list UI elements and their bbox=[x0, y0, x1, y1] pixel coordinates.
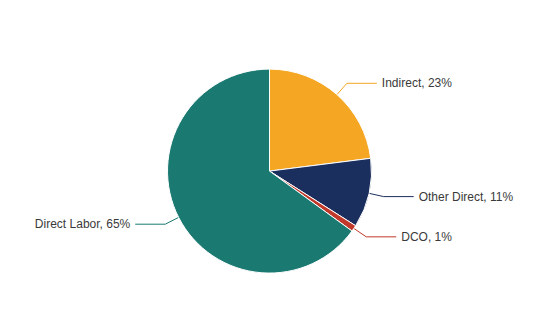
svg-text:DCO, 1%: DCO, 1% bbox=[401, 230, 452, 244]
svg-text:Direct Labor, 65%: Direct Labor, 65% bbox=[35, 217, 131, 231]
svg-text:Indirect, 23%: Indirect, 23% bbox=[382, 76, 452, 90]
svg-text:Other Direct, 11%: Other Direct, 11% bbox=[419, 190, 514, 204]
